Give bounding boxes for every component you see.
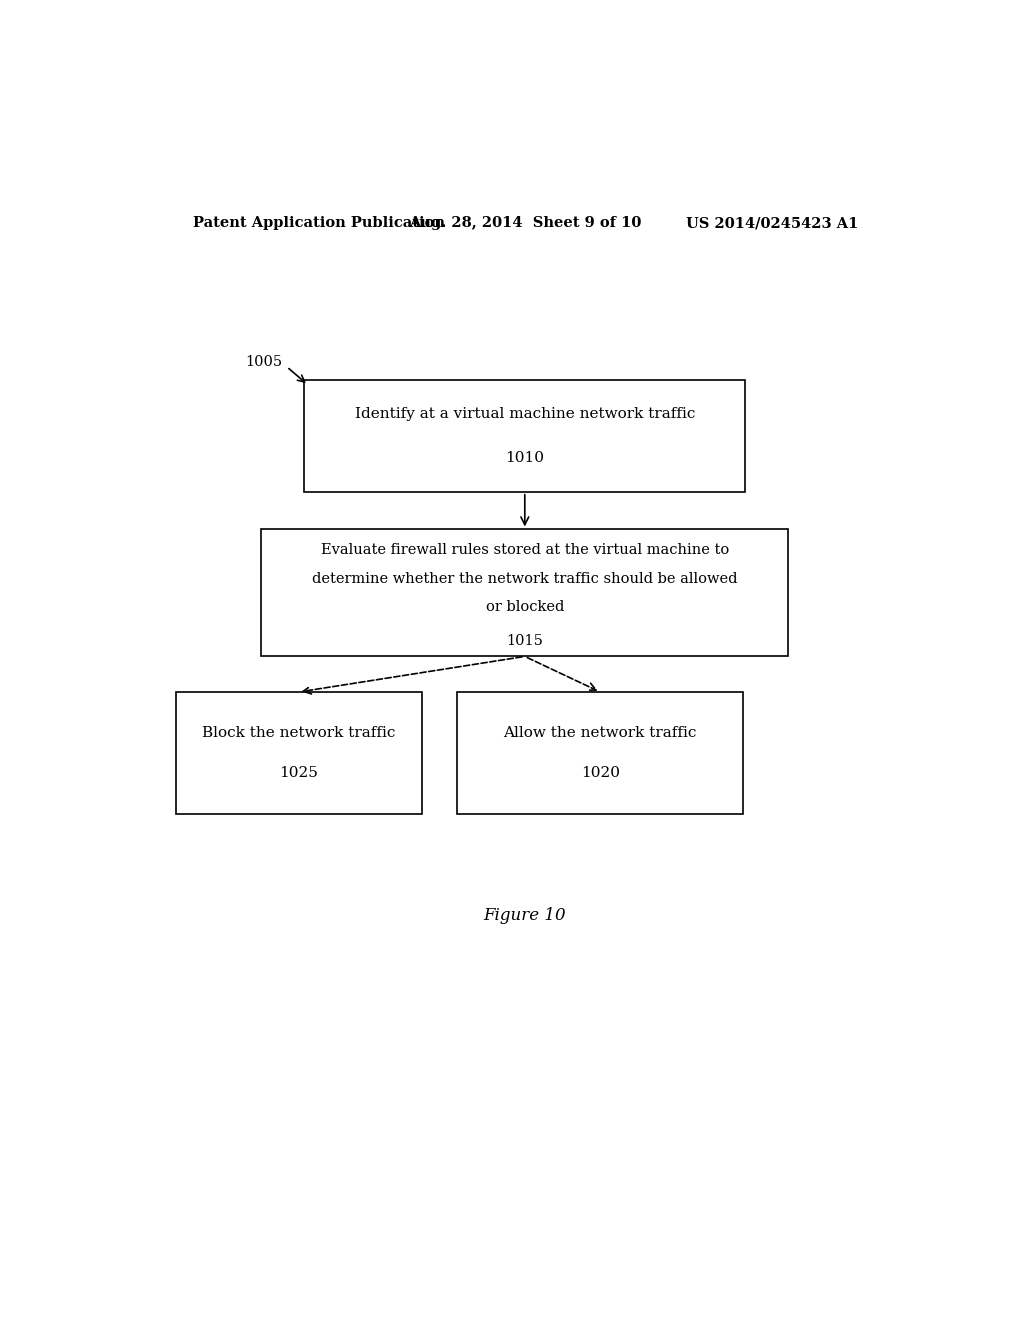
Bar: [304, 380, 745, 492]
Text: 1010: 1010: [505, 451, 545, 465]
Bar: [261, 529, 788, 656]
Text: 1020: 1020: [581, 767, 620, 780]
Bar: [458, 692, 743, 814]
Text: Block the network traffic: Block the network traffic: [202, 726, 395, 739]
Text: Allow the network traffic: Allow the network traffic: [504, 726, 697, 739]
Text: 1005: 1005: [246, 355, 283, 368]
Text: Patent Application Publication: Patent Application Publication: [194, 216, 445, 231]
Bar: [176, 692, 422, 814]
Text: 1015: 1015: [506, 635, 544, 648]
Text: Figure 10: Figure 10: [483, 907, 566, 924]
Text: Identify at a virtual machine network traffic: Identify at a virtual machine network tr…: [354, 407, 695, 421]
Text: Aug. 28, 2014  Sheet 9 of 10: Aug. 28, 2014 Sheet 9 of 10: [409, 216, 641, 231]
Text: determine whether the network traffic should be allowed: determine whether the network traffic sh…: [312, 572, 737, 586]
Text: Evaluate firewall rules stored at the virtual machine to: Evaluate firewall rules stored at the vi…: [321, 544, 729, 557]
Text: or blocked: or blocked: [485, 601, 564, 614]
Text: 1025: 1025: [280, 767, 318, 780]
Text: US 2014/0245423 A1: US 2014/0245423 A1: [686, 216, 858, 231]
